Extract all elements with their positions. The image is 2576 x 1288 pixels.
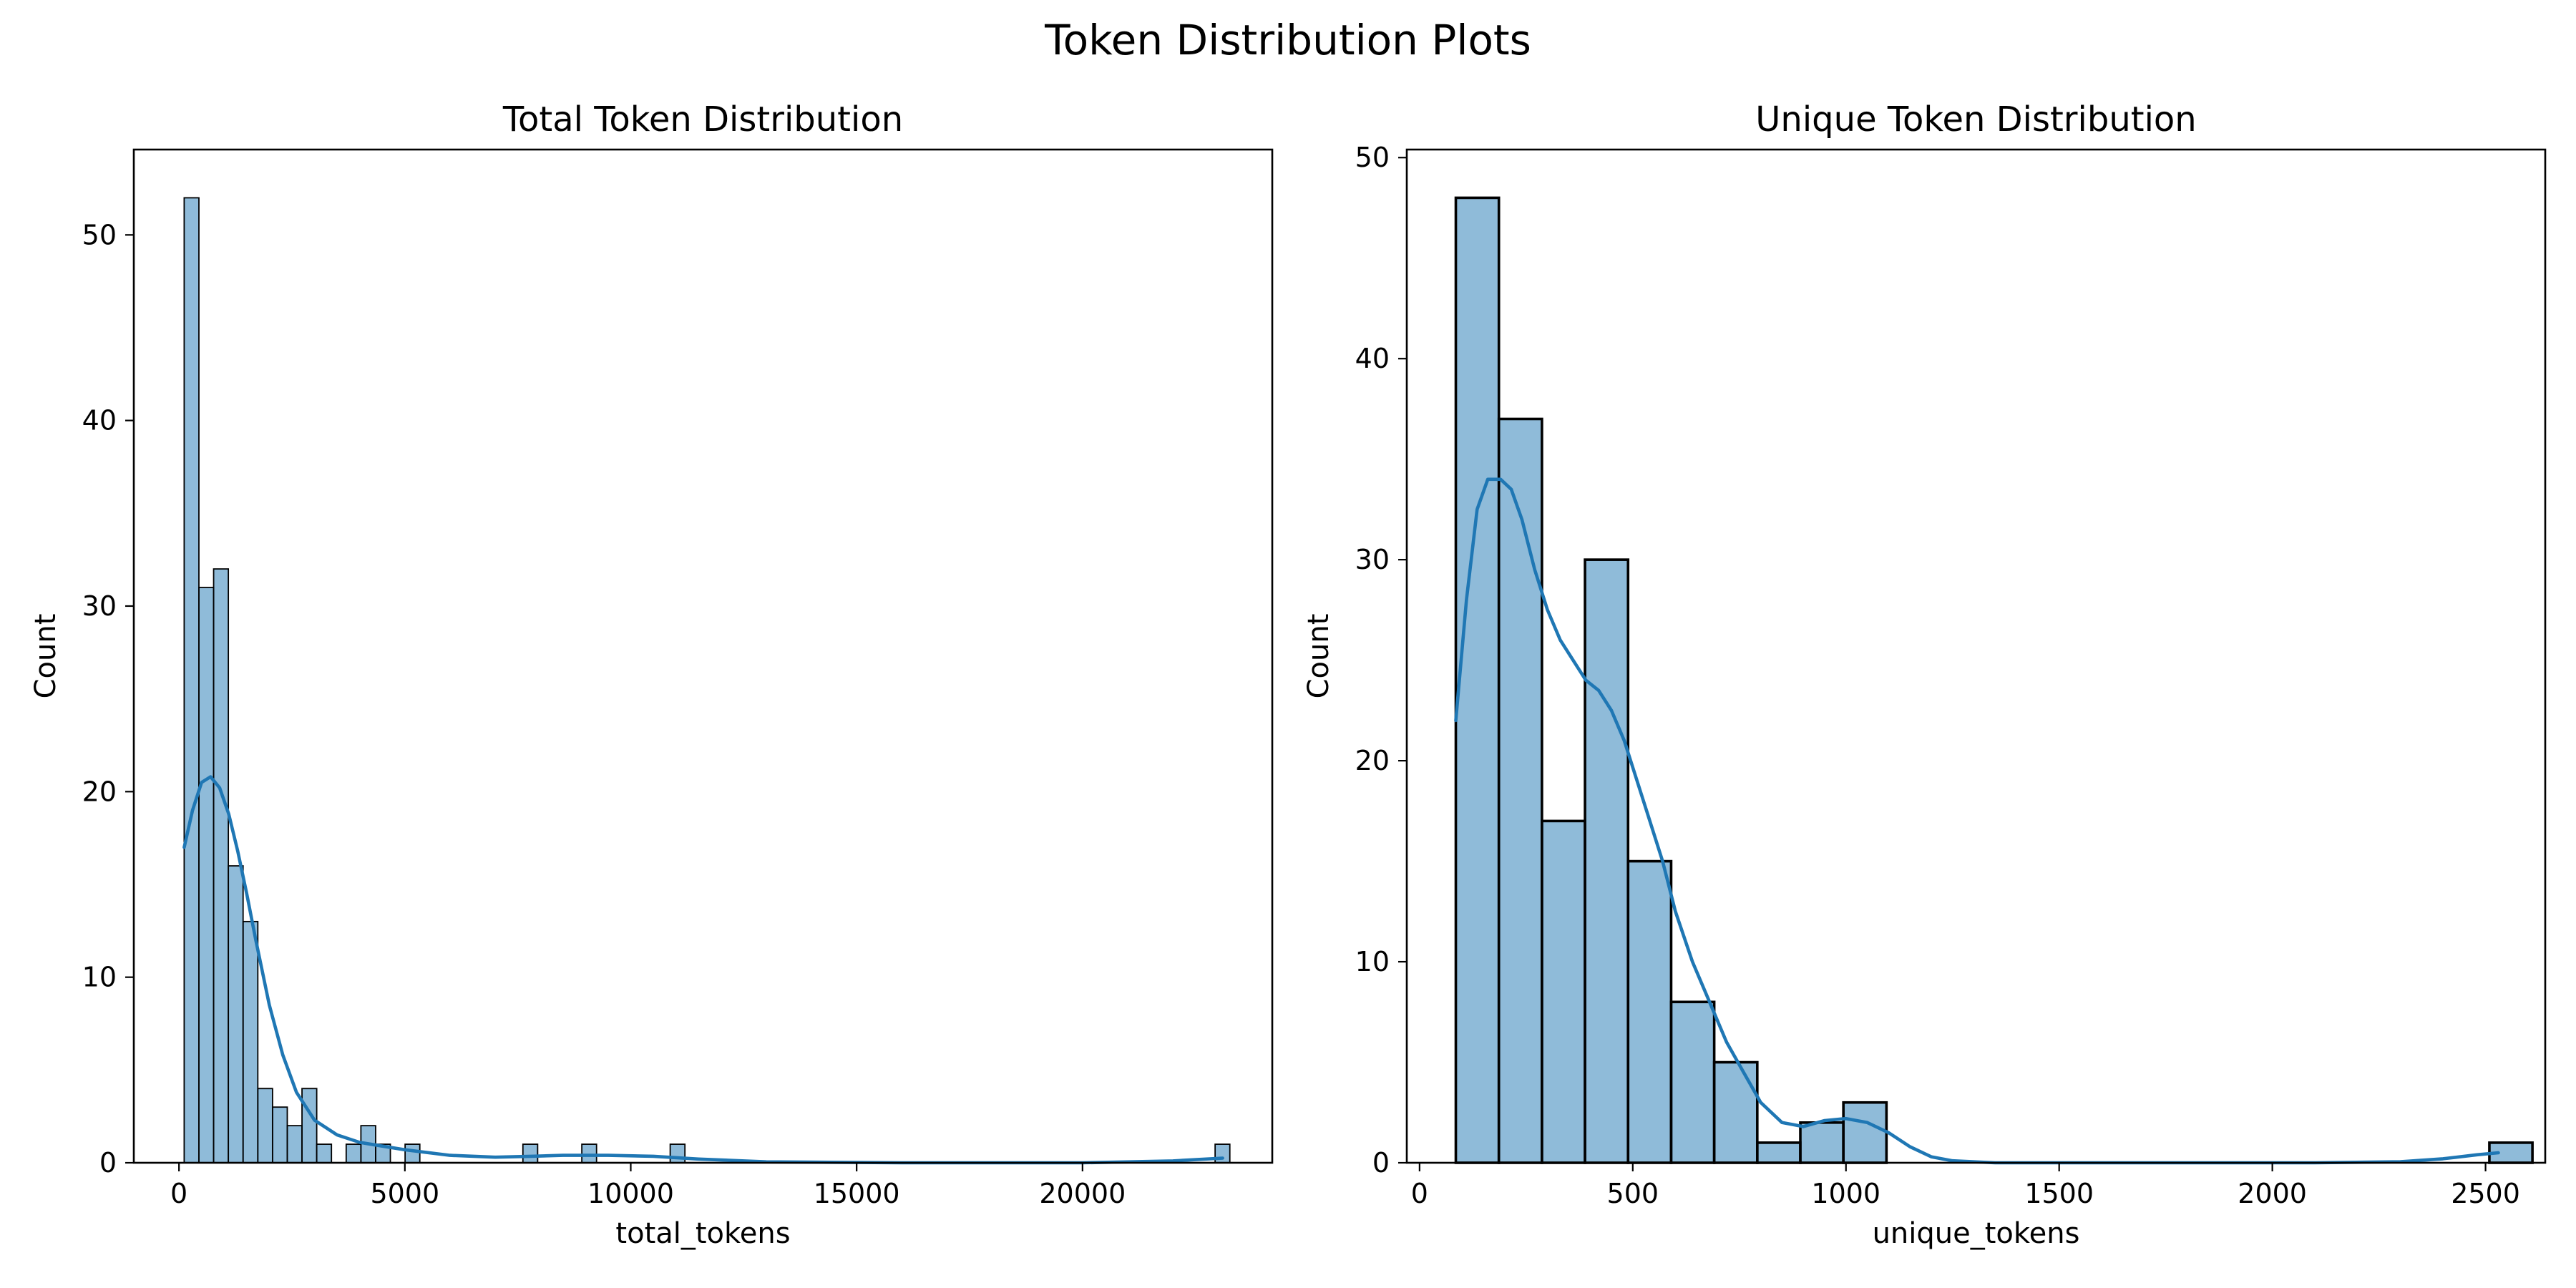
total-token-bar-8 bbox=[301, 1088, 318, 1163]
total-token-bar-23 bbox=[522, 1143, 539, 1163]
total-token-bar-9 bbox=[316, 1143, 333, 1163]
unique-token-bar-3 bbox=[1584, 558, 1630, 1164]
total-token-bar-27 bbox=[581, 1143, 597, 1163]
unique-token-bar-8 bbox=[1799, 1121, 1845, 1164]
unique-token-bar-5 bbox=[1669, 1000, 1716, 1164]
unique-token-chart-title: Unique Token Distribution bbox=[1755, 99, 2196, 140]
total-token-bar-11 bbox=[345, 1143, 362, 1163]
unique-token-ytick-label-0: 0 bbox=[1372, 1147, 1390, 1179]
unique-token-axes-frame bbox=[1405, 148, 2547, 1164]
total-token-bar-6 bbox=[271, 1106, 288, 1163]
unique-token-ytick-label-3: 30 bbox=[1355, 544, 1390, 575]
total-token-ytick-label-0: 0 bbox=[99, 1147, 117, 1179]
unique-token-xtick-label-4: 2000 bbox=[2238, 1178, 2307, 1209]
unique-token-bar-4 bbox=[1626, 859, 1673, 1164]
unique-token-bar-1 bbox=[1497, 417, 1543, 1164]
unique-token-x-axis-label: unique_tokens bbox=[1873, 1217, 2080, 1250]
total-token-axes-frame bbox=[132, 148, 1274, 1164]
unique-token-ytick-label-2: 20 bbox=[1355, 745, 1390, 776]
total-token-ytick-label-4: 40 bbox=[82, 405, 117, 436]
total-token-ytick-label-5: 50 bbox=[82, 219, 117, 250]
total-token-bar-5 bbox=[257, 1088, 273, 1163]
unique-token-xtick-label-1: 500 bbox=[1607, 1178, 1659, 1209]
total-token-bar-7 bbox=[286, 1125, 303, 1163]
total-token-bar-15 bbox=[404, 1143, 421, 1163]
total-token-bar-2 bbox=[213, 568, 230, 1163]
unique-token-bar-6 bbox=[1712, 1060, 1759, 1164]
unique-token-bar-0 bbox=[1454, 196, 1501, 1164]
unique-token-bar-9 bbox=[1842, 1101, 1888, 1164]
total-token-ytick-label-3: 30 bbox=[82, 590, 117, 622]
total-token-histogram-panel: 0 5000 10000 15000 20000 0 10 20 30 40 50 Total Tok… bbox=[29, 99, 1274, 1250]
unique-token-xtick-label-3: 1500 bbox=[2024, 1178, 2094, 1209]
total-token-bar-3 bbox=[228, 865, 244, 1163]
total-token-bar-33 bbox=[669, 1143, 686, 1163]
unique-token-ytick-label-4: 40 bbox=[1355, 343, 1390, 374]
total-token-ytick-label-1: 10 bbox=[82, 962, 117, 993]
unique-token-xtick-label-0: 0 bbox=[1411, 1178, 1428, 1209]
total-token-xtick-label-3: 15000 bbox=[814, 1178, 900, 1209]
unique-token-ytick-label-5: 50 bbox=[1355, 142, 1390, 173]
total-token-bar-0 bbox=[183, 197, 200, 1163]
total-token-y-axis-label: Count bbox=[29, 614, 62, 699]
total-token-xtick-label-4: 20000 bbox=[1039, 1178, 1126, 1209]
total-token-kde-line bbox=[182, 775, 1224, 1165]
unique-token-bar-2 bbox=[1541, 819, 1586, 1164]
unique-token-bar-7 bbox=[1756, 1141, 1802, 1164]
unique-token-xtick-label-2: 1000 bbox=[1811, 1178, 1880, 1209]
unique-token-histogram-panel: 0 500 1000 1500 2000 2500 0 10 20 30 40 50 Unique To… bbox=[1302, 99, 2547, 1250]
figure-title: Token Distribution Plots bbox=[1044, 16, 1531, 64]
total-token-ytick-label-2: 20 bbox=[82, 776, 117, 807]
total-token-x-axis-label: total_tokens bbox=[615, 1217, 790, 1250]
unique-token-ytick-label-1: 10 bbox=[1355, 946, 1390, 977]
unique-token-xtick-label-5: 2500 bbox=[2451, 1178, 2520, 1209]
total-token-xtick-label-0: 0 bbox=[170, 1178, 187, 1209]
total-token-chart-title: Total Token Distribution bbox=[502, 99, 903, 140]
unique-token-bars bbox=[1454, 196, 2534, 1164]
total-token-xtick-label-1: 5000 bbox=[370, 1178, 439, 1209]
total-token-bar-1 bbox=[198, 587, 215, 1163]
total-token-bar-4 bbox=[242, 920, 259, 1163]
unique-token-y-axis-label: Count bbox=[1302, 614, 1335, 699]
total-token-xtick-label-2: 10000 bbox=[587, 1178, 674, 1209]
total-token-bars bbox=[183, 197, 1231, 1163]
